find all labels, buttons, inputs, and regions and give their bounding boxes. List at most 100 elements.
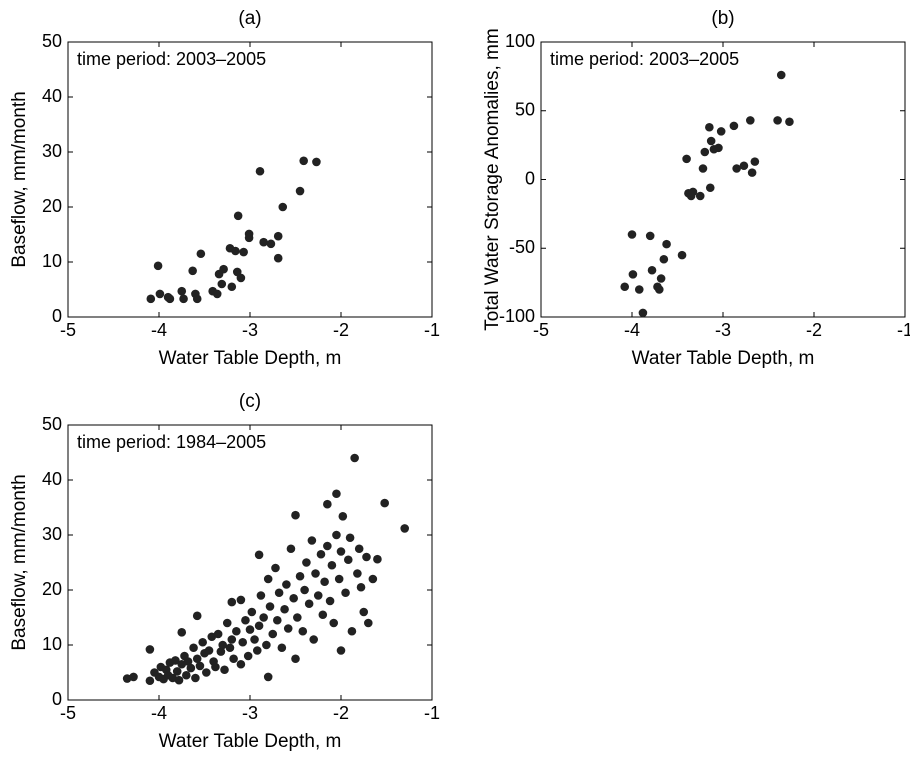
point (353, 569, 362, 578)
point (656, 274, 666, 283)
plot-area (68, 42, 432, 317)
x-tick-label: -1 (424, 703, 440, 723)
x-tick-label: -3 (242, 703, 258, 723)
point (312, 157, 321, 167)
axes-box (540, 41, 906, 318)
annotation: time period: 2003–2005 (550, 49, 739, 69)
point (247, 607, 257, 617)
point (278, 202, 288, 212)
point (192, 654, 202, 664)
point (191, 673, 200, 683)
x-axis-label: Water Table Depth, m (632, 348, 815, 369)
point (647, 265, 657, 275)
point (332, 489, 341, 499)
point (202, 668, 211, 677)
y-tick-label: 100 (505, 31, 535, 51)
point (145, 645, 155, 654)
point (716, 127, 726, 136)
point (729, 121, 739, 131)
point (254, 621, 264, 631)
point (213, 629, 223, 639)
point (236, 595, 246, 605)
point (700, 147, 710, 157)
point (146, 294, 156, 304)
point (289, 593, 298, 603)
point (359, 607, 369, 617)
point (341, 588, 350, 598)
point (198, 637, 207, 647)
point (293, 613, 302, 622)
annotation: time period: 2003–2005 (77, 49, 266, 69)
point (238, 637, 248, 647)
point (628, 270, 638, 279)
y-tick-label: 10 (42, 634, 62, 654)
point (373, 554, 382, 564)
point (356, 582, 366, 592)
x-tick-label: -5 (533, 320, 549, 340)
point (785, 117, 794, 127)
point (263, 574, 273, 584)
point (263, 672, 273, 682)
point (327, 560, 337, 570)
point (277, 643, 287, 653)
point (220, 665, 229, 675)
point (273, 231, 283, 241)
point (291, 654, 300, 664)
x-tick-label: -3 (715, 320, 731, 340)
point (682, 154, 691, 164)
point (273, 253, 283, 263)
point (212, 289, 222, 299)
point (291, 510, 300, 520)
point (714, 143, 723, 153)
y-tick-label: -50 (509, 237, 535, 257)
point (329, 618, 339, 628)
y-tick-label: 0 (525, 168, 535, 188)
point (216, 647, 226, 656)
point (706, 136, 716, 146)
point (354, 544, 364, 554)
point (338, 512, 348, 521)
point (705, 183, 715, 193)
point (271, 563, 280, 573)
point (300, 585, 309, 595)
x-tick-label: -4 (624, 320, 640, 340)
point (236, 659, 246, 669)
point (318, 610, 328, 620)
point (222, 618, 232, 628)
point (343, 555, 353, 565)
point (334, 574, 344, 584)
point (243, 651, 253, 661)
point (732, 164, 741, 173)
x-tick-label: -4 (151, 320, 167, 340)
y-tick-label: 40 (42, 86, 62, 106)
point (227, 635, 237, 644)
point (195, 661, 205, 671)
point (627, 230, 637, 239)
point (325, 596, 335, 606)
point (283, 624, 293, 633)
point (245, 625, 255, 634)
point (227, 282, 237, 292)
point (659, 254, 669, 264)
point (304, 599, 314, 609)
x-tick-label: -3 (242, 320, 258, 340)
x-tick-label: -2 (333, 320, 349, 340)
point (218, 640, 227, 650)
panel-title: (b) (711, 8, 734, 29)
y-tick-label: 0 (52, 689, 62, 709)
y-axis-label: Baseflow, mm/month (9, 91, 30, 267)
panel: -5 -4 -3 -2 -1 0 10 20 30 40 50 (a) Water Table Dept… (9, 8, 440, 369)
y-axis-label: Baseflow, mm/month (9, 474, 30, 650)
point (773, 116, 782, 125)
point (183, 657, 193, 666)
point (776, 70, 786, 80)
y-tick-label: 20 (42, 579, 62, 599)
point (662, 239, 671, 249)
axes-box (67, 41, 433, 318)
point (192, 611, 202, 621)
point (171, 656, 180, 665)
y-tick-label: 0 (52, 306, 62, 326)
point (299, 156, 308, 166)
